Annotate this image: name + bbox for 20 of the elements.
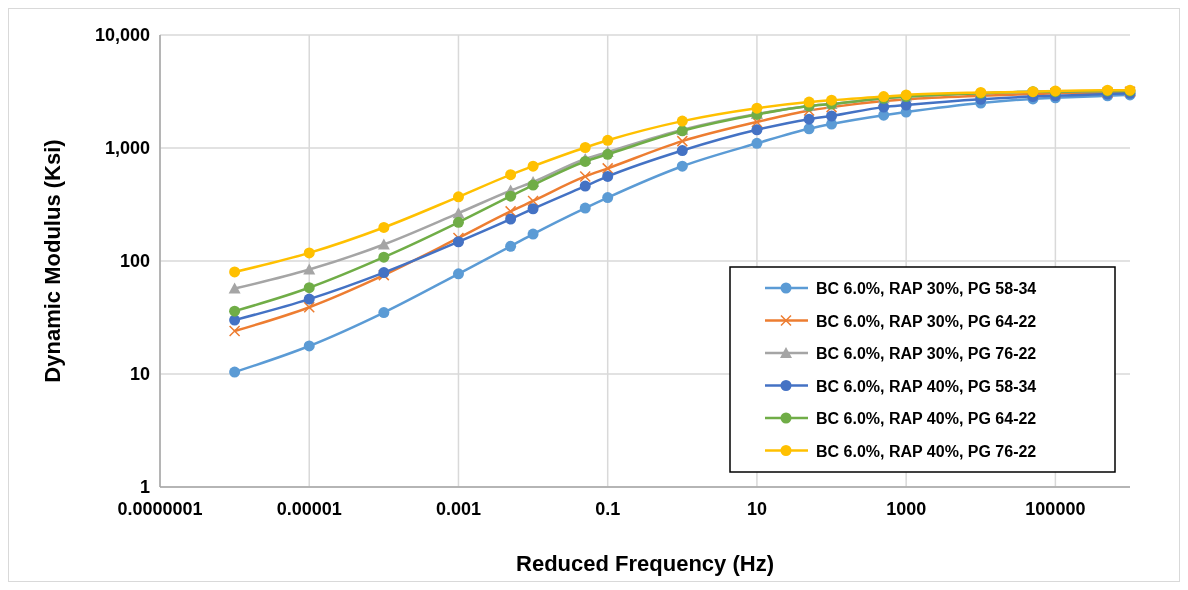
y-tick-label: 1,000 [104, 138, 150, 158]
legend-label: BC 6.0%, RAP 40%, PG 58-34 [816, 377, 1037, 395]
x-tick-label: 100000 [1025, 499, 1086, 519]
legend-label: BC 6.0%, RAP 30%, PG 76-22 [816, 345, 1037, 362]
legend-label: BC 6.0%, RAP 40%, PG 76-22 [816, 442, 1037, 460]
legend-label: BC 6.0%, RAP 40%, PG 64-22 [816, 410, 1037, 427]
y-axis-title: Dynamic Modulus (Ksi) [40, 139, 65, 383]
x-tick-label: 0.00001 [276, 499, 342, 519]
x-tick-label: 10 [746, 499, 767, 519]
legend-label: BC 6.0%, RAP 30%, PG 64-22 [816, 312, 1037, 330]
y-tick-label: 100 [119, 251, 150, 271]
y-tick-label: 1 [139, 477, 150, 497]
x-tick-label: 0.001 [435, 499, 481, 519]
legend-label: BC 6.0%, RAP 30%, PG 58-34 [816, 280, 1037, 297]
x-axis-title: Reduced Frequency (Hz) [516, 551, 774, 576]
x-tick-label: 1000 [886, 499, 927, 519]
y-tick-label: 10,000 [94, 25, 150, 45]
x-tick-label: 0.0000001 [117, 499, 203, 519]
y-tick-label: 10 [129, 364, 150, 384]
x-tick-label: 0.1 [595, 499, 621, 519]
